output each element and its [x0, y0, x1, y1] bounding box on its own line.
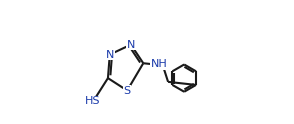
Text: NH: NH	[151, 60, 167, 69]
Text: N: N	[127, 40, 135, 50]
Text: S: S	[123, 86, 131, 95]
Text: HS: HS	[85, 96, 100, 106]
Text: N: N	[106, 50, 114, 60]
